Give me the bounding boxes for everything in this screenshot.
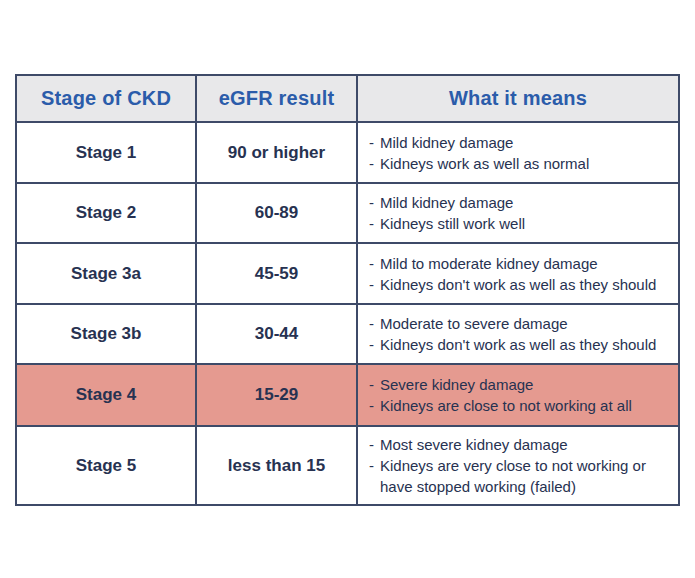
bullet-text: Kidneys are very close to not working or… (380, 455, 672, 497)
egfr-cell: 60-89 (196, 183, 357, 243)
bullet-item: -Mild to moderate kidney damage (369, 253, 672, 274)
stage-cell: Stage 5 (16, 426, 196, 505)
meaning-cell: -Mild kidney damage -Kidneys work as wel… (357, 122, 679, 183)
stage-cell: Stage 3a (16, 243, 196, 304)
egfr-cell: 30-44 (196, 304, 357, 364)
bullet-dash: - (369, 132, 380, 153)
bullet-dash: - (369, 374, 380, 395)
bullet-item: -Kidneys are very close to not working o… (369, 455, 672, 497)
column-header-stage: Stage of CKD (16, 75, 196, 122)
bullet-text: Kidneys still work well (380, 213, 672, 234)
bullet-dash: - (369, 153, 380, 174)
bullet-item: -Kidneys don't work as well as they shou… (369, 274, 672, 295)
bullet-dash: - (369, 313, 380, 334)
bullet-dash: - (369, 253, 380, 274)
bullet-text: Most severe kidney damage (380, 434, 672, 455)
bullet-dash: - (369, 434, 380, 455)
table-row: Stage 3a 45-59 -Mild to moderate kidney … (16, 243, 679, 304)
table-row: Stage 2 60-89 -Mild kidney damage -Kidne… (16, 183, 679, 243)
meaning-cell: -Moderate to severe damage -Kidneys don'… (357, 304, 679, 364)
bullet-item: -Kidneys still work well (369, 213, 672, 234)
bullet-item: -Kidneys work as well as normal (369, 153, 672, 174)
bullet-dash: - (369, 192, 380, 213)
bullet-item: -Kidneys are close to not working at all (369, 395, 672, 416)
bullet-text: Kidneys work as well as normal (380, 153, 672, 174)
egfr-cell: 15-29 (196, 364, 357, 426)
bullet-text: Kidneys don't work as well as they shoul… (380, 334, 672, 355)
table-row: Stage 3b 30-44 -Moderate to severe damag… (16, 304, 679, 364)
bullet-item: -Severe kidney damage (369, 374, 672, 395)
table-row: Stage 5 less than 15 -Most severe kidney… (16, 426, 679, 505)
meaning-cell: -Severe kidney damage -Kidneys are close… (357, 364, 679, 426)
bullet-item: -Most severe kidney damage (369, 434, 672, 455)
column-header-meaning: What it means (357, 75, 679, 122)
bullet-dash: - (369, 395, 380, 416)
stage-cell: Stage 1 (16, 122, 196, 183)
bullet-text: Kidneys are close to not working at all (380, 395, 672, 416)
bullet-item: -Mild kidney damage (369, 192, 672, 213)
ckd-stages-table: Stage of CKD eGFR result What it means S… (15, 74, 680, 506)
stage-cell: Stage 2 (16, 183, 196, 243)
bullet-text: Kidneys don't work as well as they shoul… (380, 274, 672, 295)
bullet-text: Mild kidney damage (380, 132, 672, 153)
stage-cell: Stage 4 (16, 364, 196, 426)
table-row-highlighted: Stage 4 15-29 -Severe kidney damage -Kid… (16, 364, 679, 426)
bullet-dash: - (369, 334, 380, 355)
meaning-cell: -Mild to moderate kidney damage -Kidneys… (357, 243, 679, 304)
bullet-text: Mild to moderate kidney damage (380, 253, 672, 274)
bullet-text: Moderate to severe damage (380, 313, 672, 334)
meaning-cell: -Mild kidney damage -Kidneys still work … (357, 183, 679, 243)
bullet-item: -Mild kidney damage (369, 132, 672, 153)
bullet-dash: - (369, 274, 380, 295)
stage-cell: Stage 3b (16, 304, 196, 364)
egfr-cell: less than 15 (196, 426, 357, 505)
bullet-dash: - (369, 213, 380, 234)
bullet-text: Severe kidney damage (380, 374, 672, 395)
table-header-row: Stage of CKD eGFR result What it means (16, 75, 679, 122)
bullet-text: Mild kidney damage (380, 192, 672, 213)
column-header-egfr: eGFR result (196, 75, 357, 122)
bullet-item: -Moderate to severe damage (369, 313, 672, 334)
bullet-dash: - (369, 455, 380, 476)
meaning-cell: -Most severe kidney damage -Kidneys are … (357, 426, 679, 505)
egfr-cell: 45-59 (196, 243, 357, 304)
bullet-item: -Kidneys don't work as well as they shou… (369, 334, 672, 355)
table-row: Stage 1 90 or higher -Mild kidney damage… (16, 122, 679, 183)
egfr-cell: 90 or higher (196, 122, 357, 183)
